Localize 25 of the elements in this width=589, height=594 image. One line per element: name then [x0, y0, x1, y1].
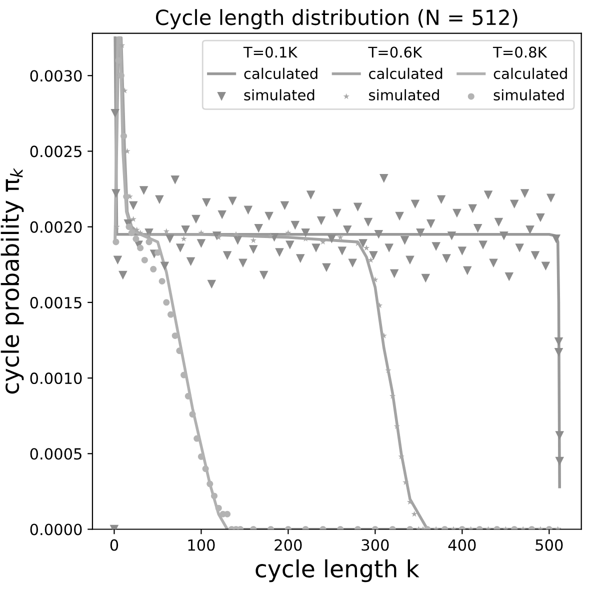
y-tick-label: 0.0000 — [30, 524, 82, 536]
x-tick-label: 100 — [188, 539, 215, 551]
y-tick-label: 0.0030 — [30, 70, 82, 82]
legend-label: calculated — [494, 68, 567, 80]
x-tick-label: 200 — [274, 539, 302, 551]
x-tick-label: 500 — [536, 539, 563, 551]
x-tick-label: 300 — [362, 539, 389, 551]
legend-label: simulated — [494, 89, 564, 100]
y-tick-label: 0.0005 — [30, 448, 82, 460]
x-tick-label: 400 — [448, 539, 476, 551]
y-tick-label: 0.0010 — [30, 372, 82, 384]
y-tick-label: 0.0025 — [30, 146, 82, 158]
chart-title: Cycle length distribution (N = 512) — [156, 9, 518, 30]
y-axis-title: cycle probability π$_{k}$ — [0, 168, 24, 394]
x-axis-title: cycle length k — [256, 559, 420, 582]
x-tick-label: 0 — [110, 539, 118, 551]
annotation: T=0.8K — [492, 46, 548, 58]
legend-label: calculated — [369, 68, 442, 80]
legend-label: simulated — [369, 89, 439, 100]
annotation: T=0.6K — [368, 46, 422, 58]
legend-label: calculated — [244, 68, 318, 80]
y-tick-label: 0.0020 — [30, 221, 82, 233]
y-tick-label: 0.0015 — [30, 296, 82, 308]
legend-label: simulated — [244, 89, 314, 100]
annotation: T=0.1K — [243, 46, 298, 58]
